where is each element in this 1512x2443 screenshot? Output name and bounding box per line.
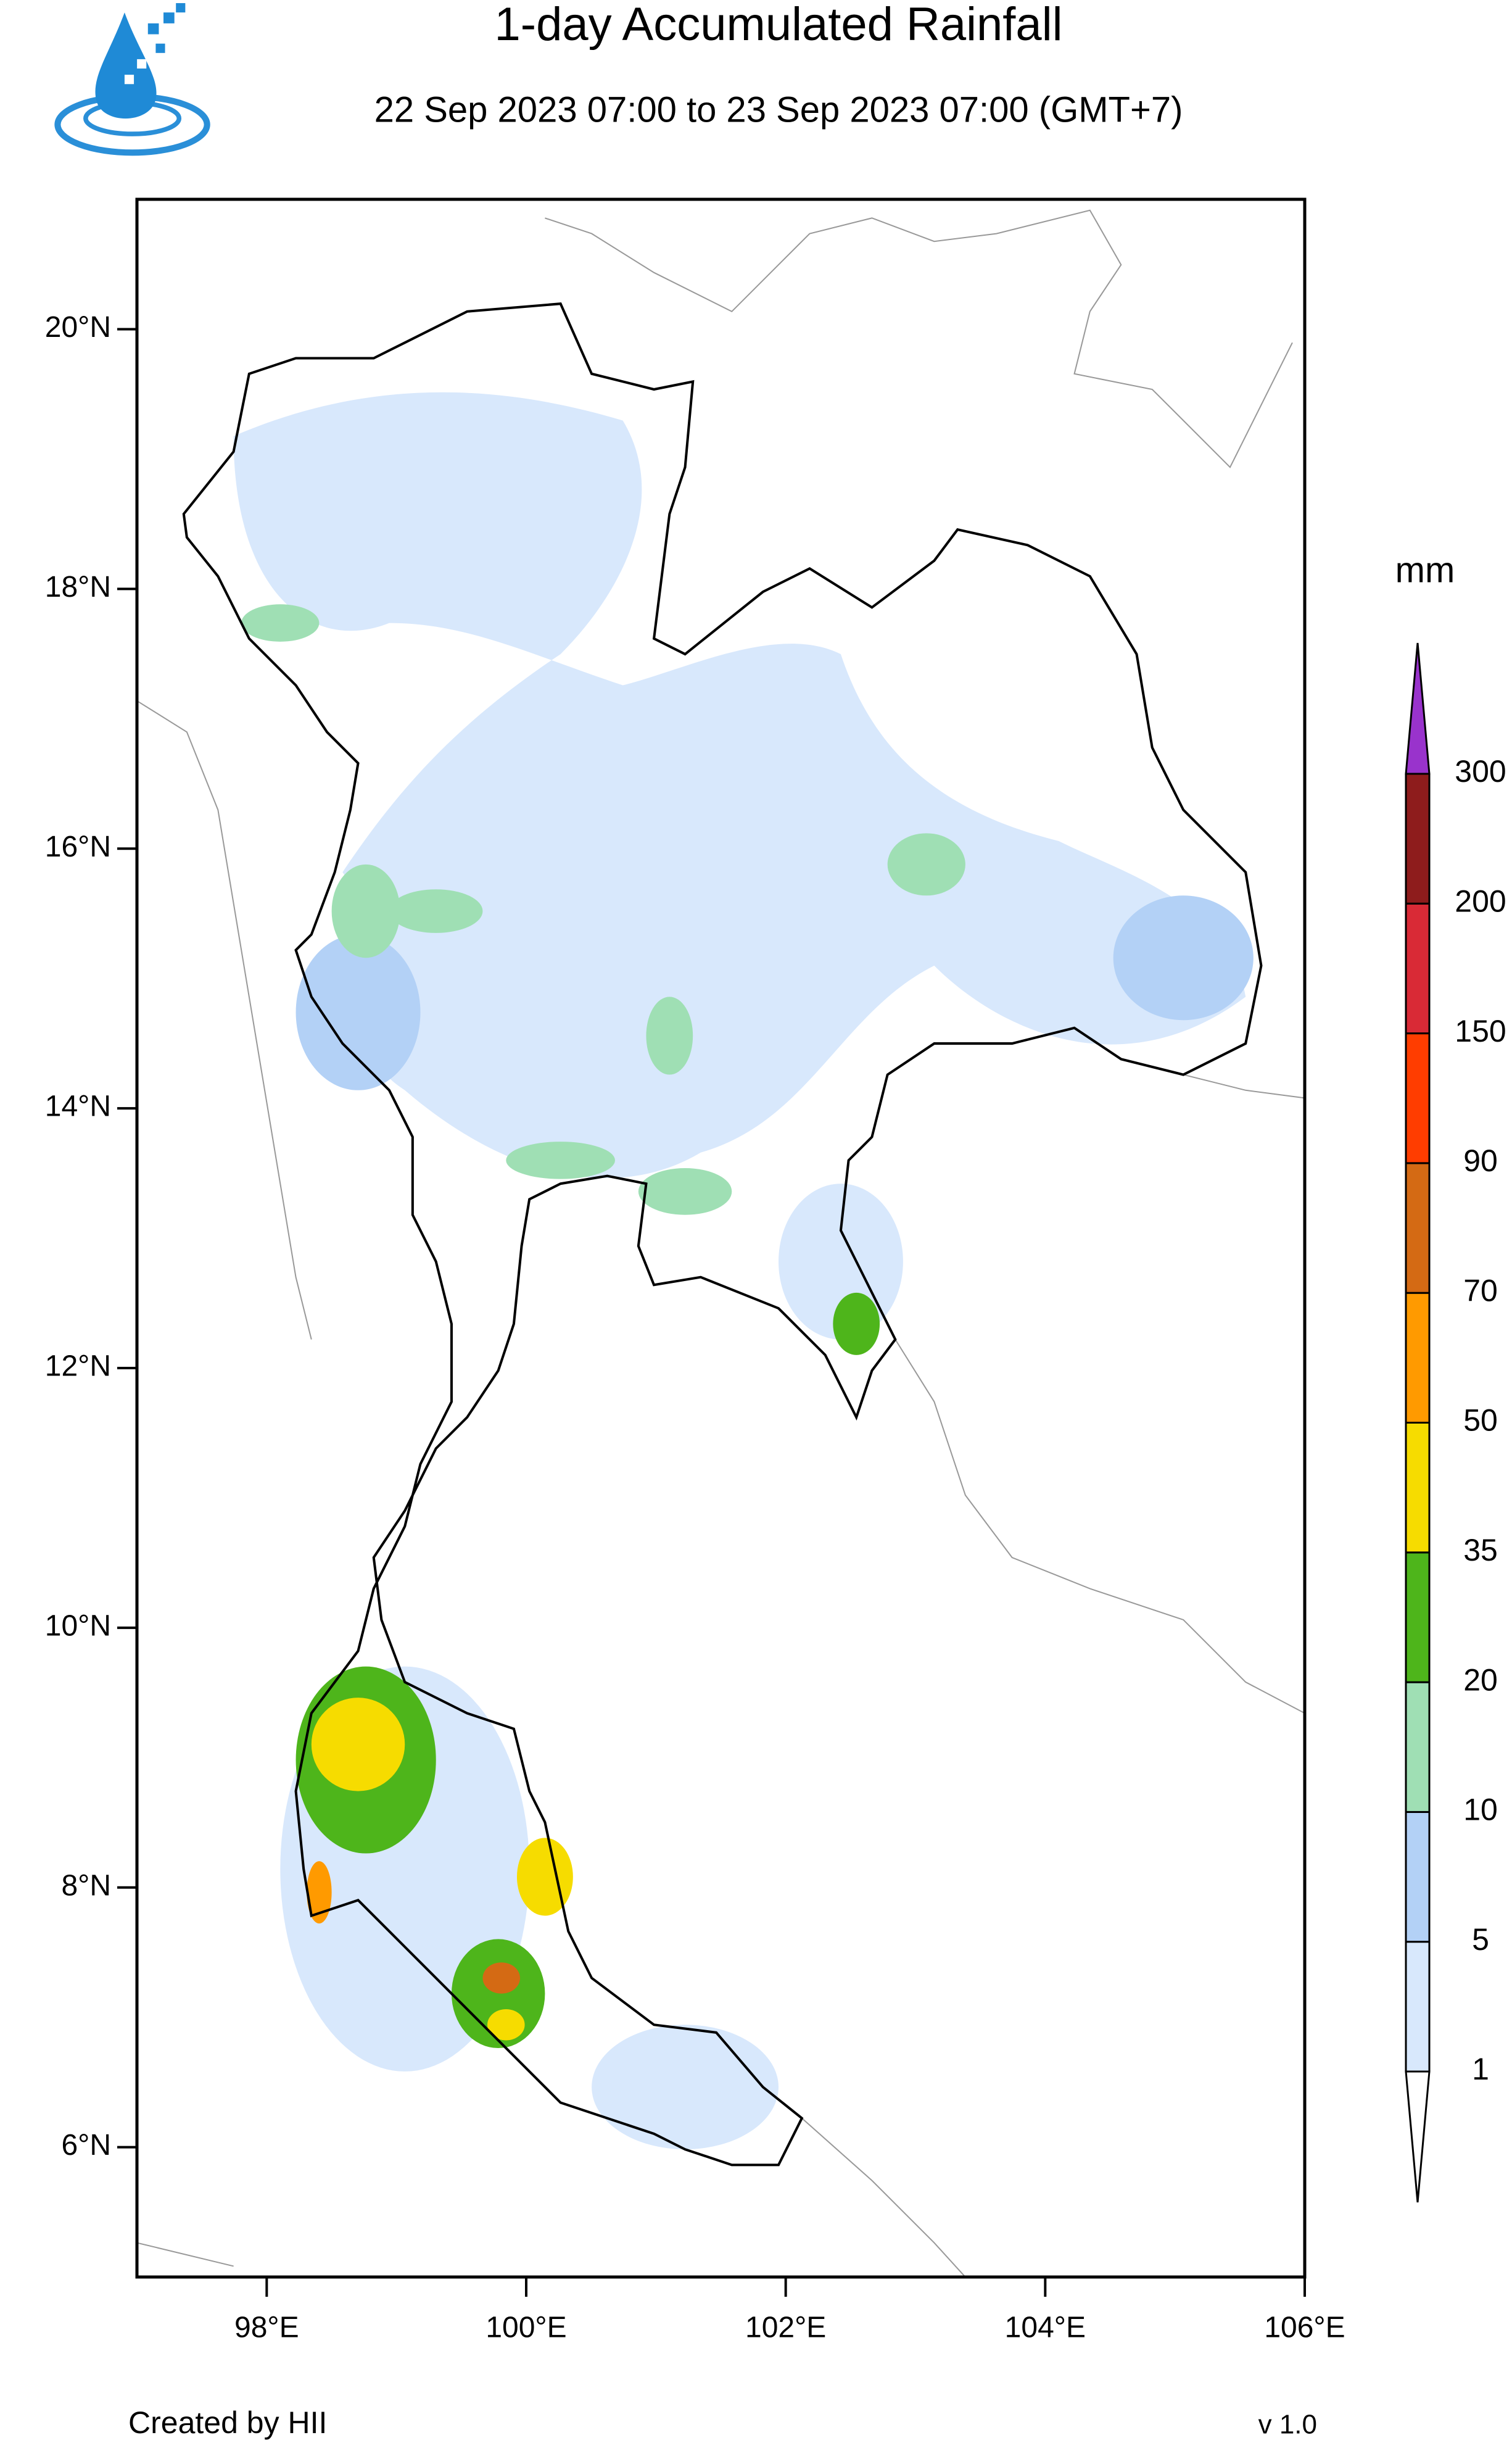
colorbar-segment	[1405, 1681, 1431, 1813]
colorbar-segment	[1405, 1032, 1431, 1164]
colorbar-segment	[1405, 1422, 1431, 1554]
colorbar-label: 5	[1472, 1922, 1489, 1957]
colorbar-label: 300	[1455, 754, 1506, 789]
x-tick-label: 100°E	[485, 2312, 566, 2344]
colorbar: 1 5 10 20 35 50 70 90 150 200 300	[1405, 642, 1506, 2203]
colorbar-label: 200	[1455, 884, 1506, 919]
colorbar-label: 50	[1463, 1403, 1498, 1438]
colorbar-label: 10	[1463, 1793, 1498, 1827]
colorbar-segment	[1405, 1810, 1431, 1943]
colorbar-segment	[1405, 1551, 1431, 1683]
y-tick-label: 20°N	[45, 311, 111, 344]
map-area	[137, 209, 1305, 2277]
colorbar-label: 90	[1463, 1143, 1498, 1178]
y-tick-label: 14°N	[45, 1090, 111, 1123]
colorbar-label: 70	[1463, 1273, 1498, 1308]
y-tick-label: 10°N	[45, 1609, 111, 1642]
colorbar-segment	[1405, 1292, 1431, 1424]
y-tick-label: 18°N	[45, 571, 111, 603]
colorbar-label: 1	[1472, 2052, 1489, 2086]
logo	[54, 3, 210, 156]
subtitle: 22 Sep 2023 07:00 to 23 Sep 2023 07:00 (…	[374, 89, 1183, 130]
x-tick-label: 106°E	[1264, 2312, 1345, 2344]
x-tick-label: 98°E	[234, 2312, 299, 2344]
colorbar-label: 35	[1463, 1533, 1498, 1567]
title: 1-day Accumulated Rainfall	[495, 0, 1063, 51]
version: v 1.0	[1258, 2410, 1317, 2440]
colorbar-segment	[1405, 773, 1431, 905]
colorbar-label: 150	[1455, 1014, 1506, 1048]
colorbar-segment	[1405, 642, 1431, 775]
y-tick-label: 16°N	[45, 831, 111, 863]
x-tick-label: 104°E	[1005, 2312, 1086, 2344]
thailand-outline	[182, 302, 1263, 2167]
ticks: 98°E 100°E 102°E 104°E 106°E 6°N 8°N 10°N 12°N 14…	[45, 311, 1345, 2344]
credit: Created by HII	[128, 2405, 327, 2440]
map-frame	[135, 197, 1307, 2279]
colorbar-segment	[1405, 2070, 1431, 2203]
rainfall	[233, 392, 1254, 2150]
y-tick-label: 8°N	[61, 1869, 111, 1902]
x-tick-label: 102°E	[745, 2312, 826, 2344]
colorbar-segment	[1405, 1941, 1431, 2073]
colorbar-label: 20	[1463, 1662, 1498, 1697]
neighbor-borders	[137, 209, 1305, 2277]
y-tick-label: 12°N	[45, 1350, 111, 1383]
legend-unit: mm	[1395, 550, 1455, 590]
colorbar-segment	[1405, 902, 1431, 1035]
colorbar-segment	[1405, 1162, 1431, 1294]
y-tick-label: 6°N	[61, 2129, 111, 2162]
